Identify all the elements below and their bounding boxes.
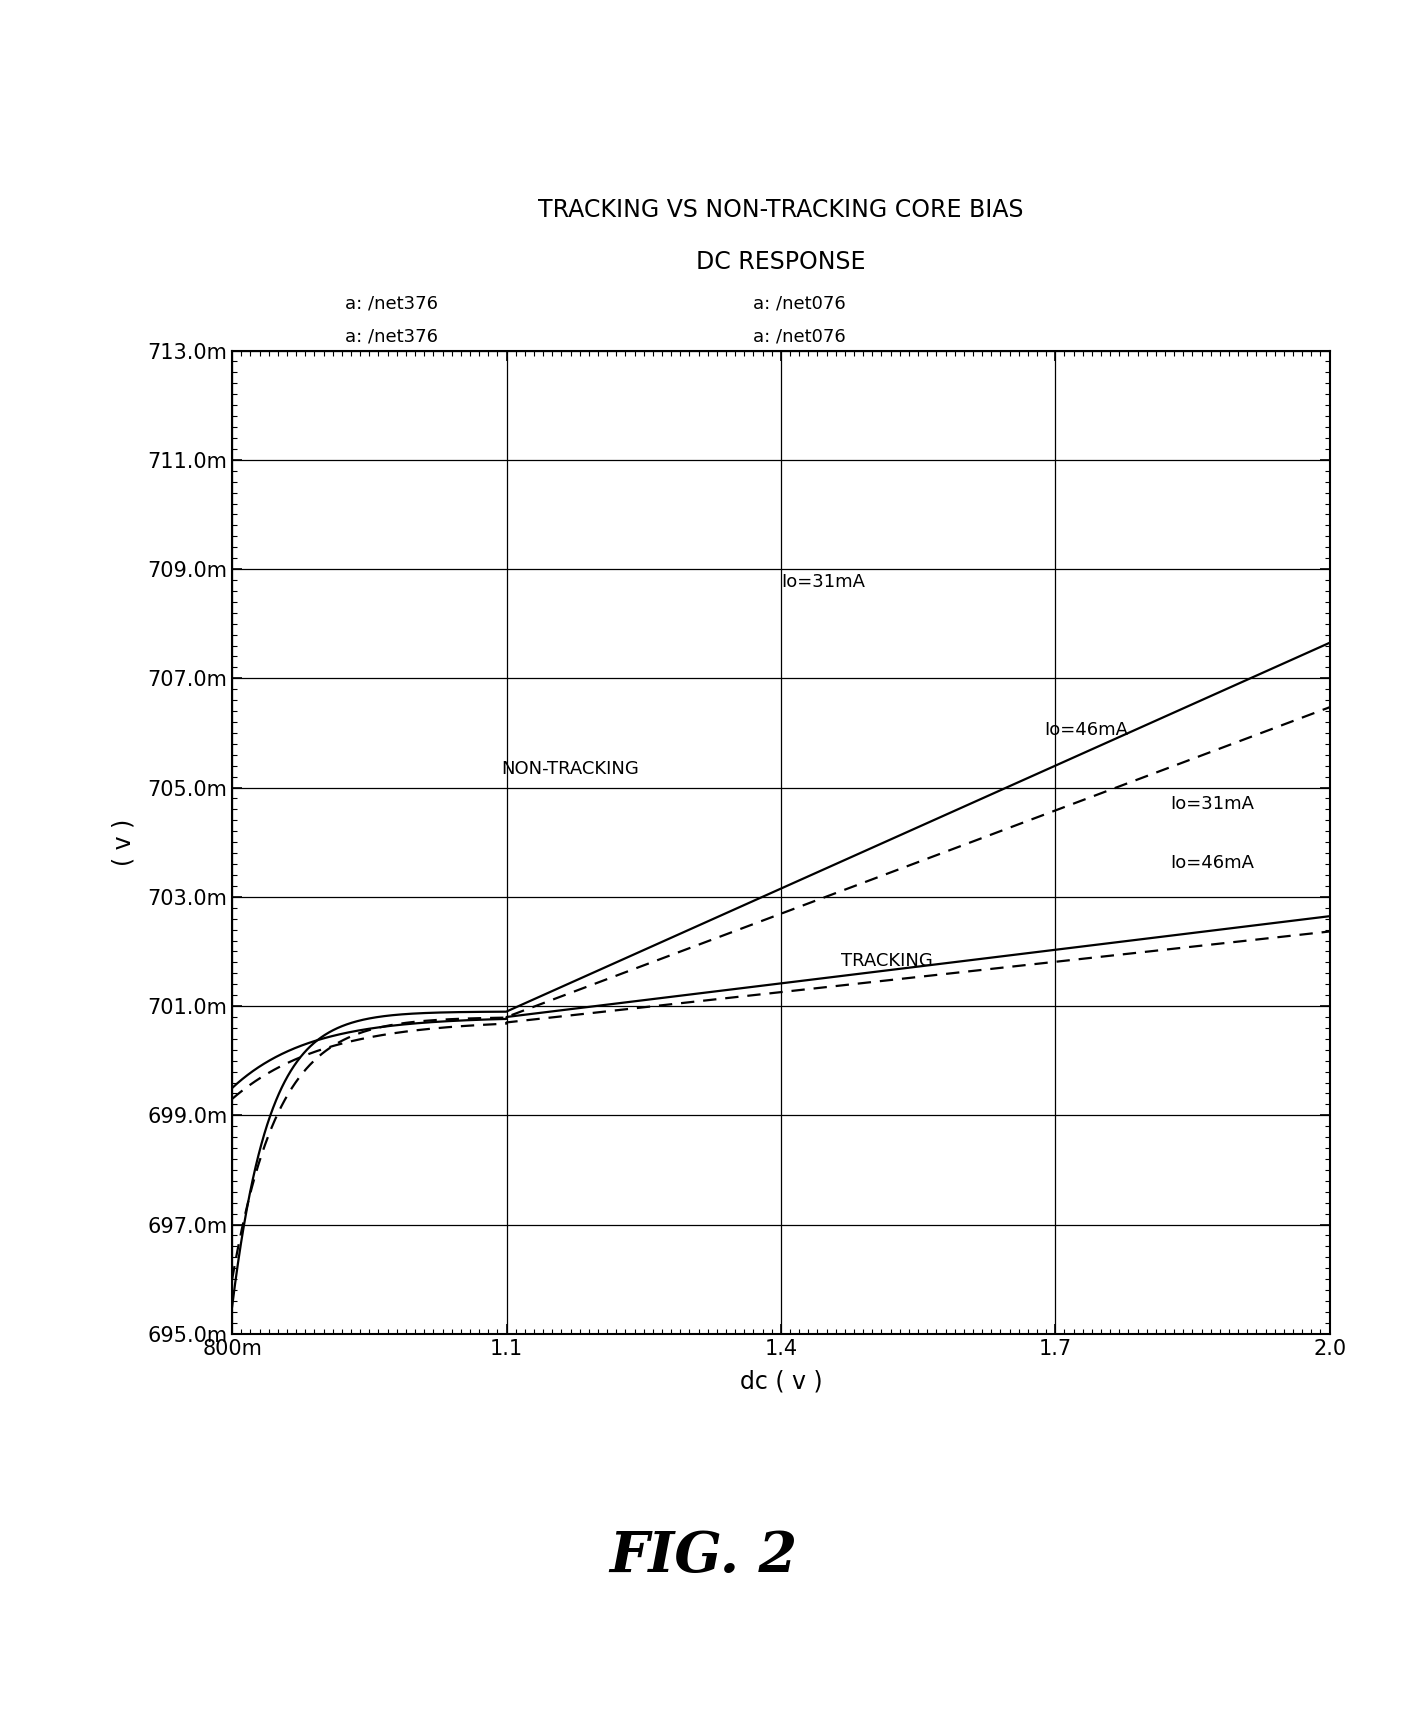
Text: a: /net376: a: /net376 [345, 294, 438, 313]
Text: TRACKING: TRACKING [841, 952, 933, 970]
Y-axis label: ( v ): ( v ) [113, 819, 136, 865]
Text: a: /net376: a: /net376 [345, 327, 438, 345]
Text: Io=31mA: Io=31mA [1171, 795, 1255, 812]
Text: a: /net076: a: /net076 [753, 327, 846, 345]
Text: a: /net076: a: /net076 [753, 294, 846, 313]
Text: Io=46mA: Io=46mA [1171, 853, 1255, 872]
Text: DC RESPONSE: DC RESPONSE [696, 250, 865, 274]
Text: Io=46mA: Io=46mA [1044, 722, 1128, 739]
Text: FIG. 2: FIG. 2 [609, 1529, 798, 1583]
X-axis label: dc ( v ): dc ( v ) [740, 1370, 822, 1394]
Text: Io=31mA: Io=31mA [781, 573, 865, 592]
Text: NON-TRACKING: NON-TRACKING [501, 761, 639, 778]
Text: TRACKING VS NON-TRACKING CORE BIAS: TRACKING VS NON-TRACKING CORE BIAS [537, 198, 1024, 222]
